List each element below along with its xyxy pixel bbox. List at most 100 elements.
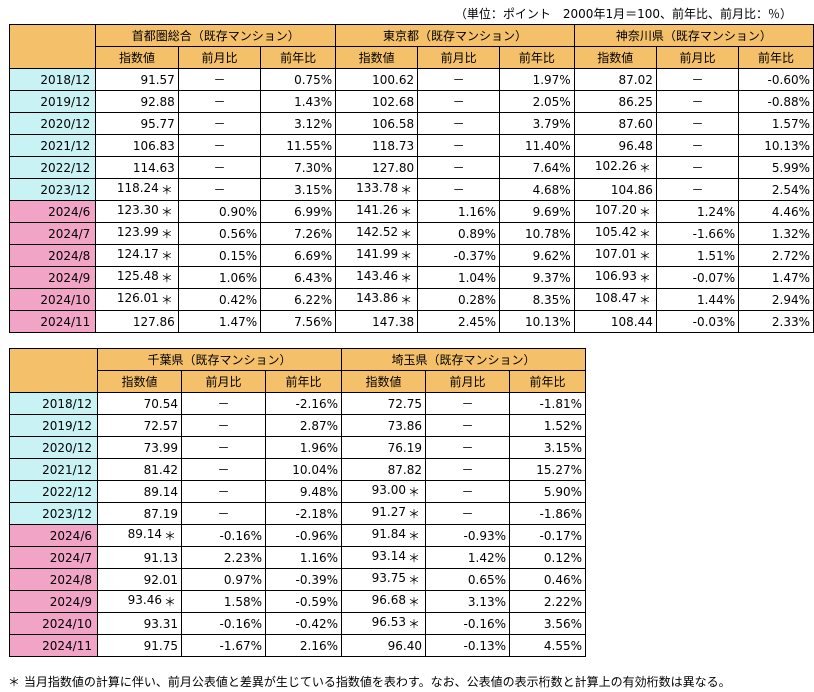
revision-mark: ＊ xyxy=(638,227,651,241)
mom-value: 2.45% xyxy=(417,310,501,333)
yoy-value: 2.87% xyxy=(265,414,342,437)
price-index-table-1: 首都圏総合（既存マンション） 東京都（既存マンション） 神奈川県（既存マンション）指… xyxy=(8,24,814,333)
region-header: 東京都（既存マンション） xyxy=(335,24,575,47)
mom-value: 0.65% xyxy=(425,568,510,591)
index-value: 91.13 xyxy=(143,550,178,565)
yoy-value: -0.88% xyxy=(738,90,814,113)
region-header: 神奈川県（既存マンション） xyxy=(573,24,814,47)
index-value: 73.86 xyxy=(387,418,422,433)
index-value: 106.83 xyxy=(132,138,175,153)
index-value: 87.60 xyxy=(618,116,653,131)
yoy-value: -2.18% xyxy=(265,502,342,525)
mom-value: － xyxy=(181,414,266,437)
table-row: 2021/12 106.83 － 11.55% 118.73 － 11.40% 96.48 － 1… xyxy=(8,134,814,157)
index-value-cell: ＊ 142.52 xyxy=(335,222,419,245)
column-header-mom: 前月比 xyxy=(417,46,501,69)
mom-value: 0.89% xyxy=(417,222,501,245)
index-value: 73.99 xyxy=(143,440,178,455)
mom-value: － xyxy=(181,392,266,415)
index-value-cell: 147.38 xyxy=(335,310,419,333)
mom-value: － xyxy=(655,178,740,201)
column-header-index: 指数値 xyxy=(95,46,179,69)
yoy-value: 9.62% xyxy=(499,244,575,267)
index-value-cell: ＊ 89.14 xyxy=(97,524,182,547)
index-value-cell: 73.86 xyxy=(341,414,426,437)
index-value: 95.77 xyxy=(140,116,175,131)
column-header-index: 指数値 xyxy=(573,46,657,69)
index-value: 104.86 xyxy=(610,182,653,197)
revision-mark: ＊ xyxy=(160,227,173,241)
row-label: 2024/11 xyxy=(9,634,98,657)
mom-value: － xyxy=(425,480,510,503)
yoy-value: -0.59% xyxy=(265,590,342,613)
row-label: 2023/12 xyxy=(8,178,97,201)
yoy-value: 3.15% xyxy=(509,436,586,459)
index-value: 91.57 xyxy=(140,72,175,87)
index-value: 108.44 xyxy=(610,314,653,329)
index-value: 114.63 xyxy=(132,160,175,175)
index-value-cell: ＊ 107.20 xyxy=(573,200,657,223)
index-value: 93.75 xyxy=(371,571,406,585)
index-value: 105.42 xyxy=(594,225,637,239)
row-label: 2024/9 xyxy=(8,266,97,289)
yoy-value: 2.22% xyxy=(509,590,586,613)
revision-mark: ＊ xyxy=(638,161,651,175)
revision-mark: ＊ xyxy=(408,551,421,565)
mom-value: -0.16% xyxy=(181,524,266,547)
yoy-value: 10.78% xyxy=(499,222,575,245)
price-index-table-2: 千葉県（既存マンション） 埼玉県（既存マンション） 指数値 前月比 前年比 指数値 前月比前… xyxy=(9,348,586,657)
revision-mark: ＊ xyxy=(408,573,421,587)
revision-mark: ＊ xyxy=(400,271,413,285)
yoy-value: 10.13% xyxy=(499,310,575,333)
table-row: 2024/10 ＊ 126.01 0.42% 6.22% ＊ 143.86 0.28% 8.35… xyxy=(8,288,814,311)
index-value: 96.68 xyxy=(371,593,406,607)
mom-value: － xyxy=(181,502,266,525)
revision-mark: ＊ xyxy=(408,595,421,609)
table-row: 2024/11 91.75 -1.67% 2.16% 96.40 -0.13% 4.55% xyxy=(9,634,586,657)
index-value: 102.26 xyxy=(594,159,637,173)
index-value-cell: 91.75 xyxy=(97,634,182,657)
yoy-value: 10.04% xyxy=(265,458,342,481)
index-value: 107.01 xyxy=(594,247,637,261)
index-value-cell: 92.01 xyxy=(97,568,182,591)
yoy-value: 6.43% xyxy=(260,266,337,289)
index-value: 76.19 xyxy=(387,440,422,455)
region-header: 千葉県（既存マンション） xyxy=(97,348,342,371)
yoy-value: -1.81% xyxy=(509,392,586,415)
index-value-cell: 106.83 xyxy=(95,134,179,157)
index-value-cell: ＊ 133.78 xyxy=(335,178,419,201)
revision-mark: ＊ xyxy=(638,271,651,285)
yoy-value: -0.42% xyxy=(265,612,342,635)
region-header: 首都圏総合（既存マンション） xyxy=(95,24,337,47)
index-value-cell: ＊ 143.46 xyxy=(335,266,419,289)
index-value: 123.99 xyxy=(116,225,159,239)
yoy-value: -2.16% xyxy=(265,392,342,415)
yoy-value: 9.37% xyxy=(499,266,575,289)
table-row: 2022/12 89.14 － 9.48% ＊ 93.00 － 5.90% xyxy=(9,480,586,503)
mom-value: 0.28% xyxy=(417,288,501,311)
index-value: 126.01 xyxy=(116,291,159,305)
column-header-index: 指数値 xyxy=(97,370,182,393)
row-label: 2024/7 xyxy=(8,222,97,245)
index-value-cell: 127.86 xyxy=(95,310,179,333)
table-row: 2021/12 81.42 － 10.04% 87.82 － 15.27% xyxy=(9,458,586,481)
mom-value: 1.58% xyxy=(181,590,266,613)
mom-value: 0.90% xyxy=(177,200,262,223)
index-value-cell: 108.44 xyxy=(573,310,657,333)
yoy-value: 0.46% xyxy=(509,568,586,591)
index-value: 96.48 xyxy=(618,138,653,153)
table-row: 2024/8 ＊ 124.17 0.15% 6.69% ＊ 141.99 -0.37% 9.62… xyxy=(8,244,814,267)
yoy-value: -0.60% xyxy=(738,68,814,91)
mom-value: － xyxy=(177,156,262,179)
mom-value: 1.04% xyxy=(417,266,501,289)
index-value-cell: 87.19 xyxy=(97,502,182,525)
table-row: 2019/12 92.88 － 1.43% 102.68 － 2.05% 86.25 － -0.8… xyxy=(8,90,814,113)
column-header-mom: 前月比 xyxy=(181,370,266,393)
index-value-cell: ＊ 93.46 xyxy=(97,590,182,613)
mom-value: － xyxy=(417,90,501,113)
table-row: 2018/12 70.54 － -2.16% 72.75 － -1.81% xyxy=(9,392,586,415)
index-value-cell: ＊ 93.75 xyxy=(341,568,426,591)
mom-value: -0.37% xyxy=(417,244,501,267)
index-value: 81.42 xyxy=(143,462,178,477)
yoy-value: 1.43% xyxy=(260,90,337,113)
